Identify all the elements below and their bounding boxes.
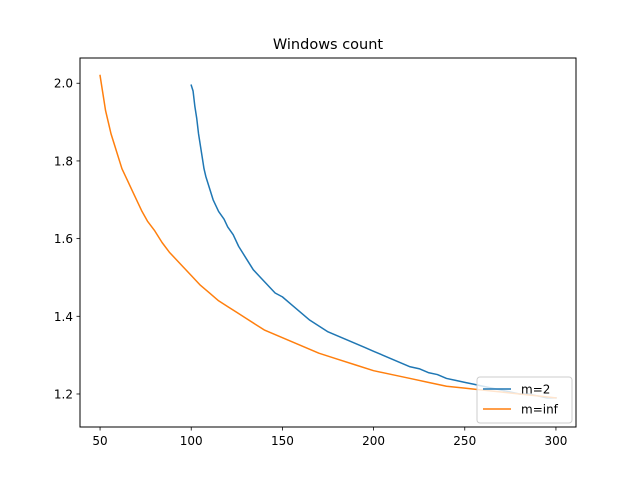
chart-title: Windows count (273, 37, 384, 53)
x-tick-label: 250 (453, 434, 476, 448)
y-tick-label: 1.8 (54, 154, 73, 168)
series-line-minf (99, 74, 557, 399)
legend-label: m=2 (521, 383, 550, 397)
x-tick-label: 100 (180, 434, 203, 448)
y-axis: 1.2 1.4 1.6 1.8 2.0 (54, 77, 80, 401)
legend-label: m=inf (521, 403, 559, 417)
y-tick-label: 1.6 (54, 232, 73, 246)
x-axis: 50 100 150 200 250 300 (92, 427, 567, 448)
legend: m=2 m=inf (476, 376, 573, 424)
x-tick-label: 150 (271, 434, 294, 448)
y-tick-label: 1.4 (54, 310, 73, 324)
y-tick-label: 1.2 (54, 387, 73, 401)
plot-frame (79, 57, 577, 428)
x-tick-label: 200 (362, 434, 385, 448)
x-tick-label: 300 (544, 434, 567, 448)
x-tick-label: 50 (92, 434, 107, 448)
y-tick-label: 2.0 (54, 77, 73, 91)
